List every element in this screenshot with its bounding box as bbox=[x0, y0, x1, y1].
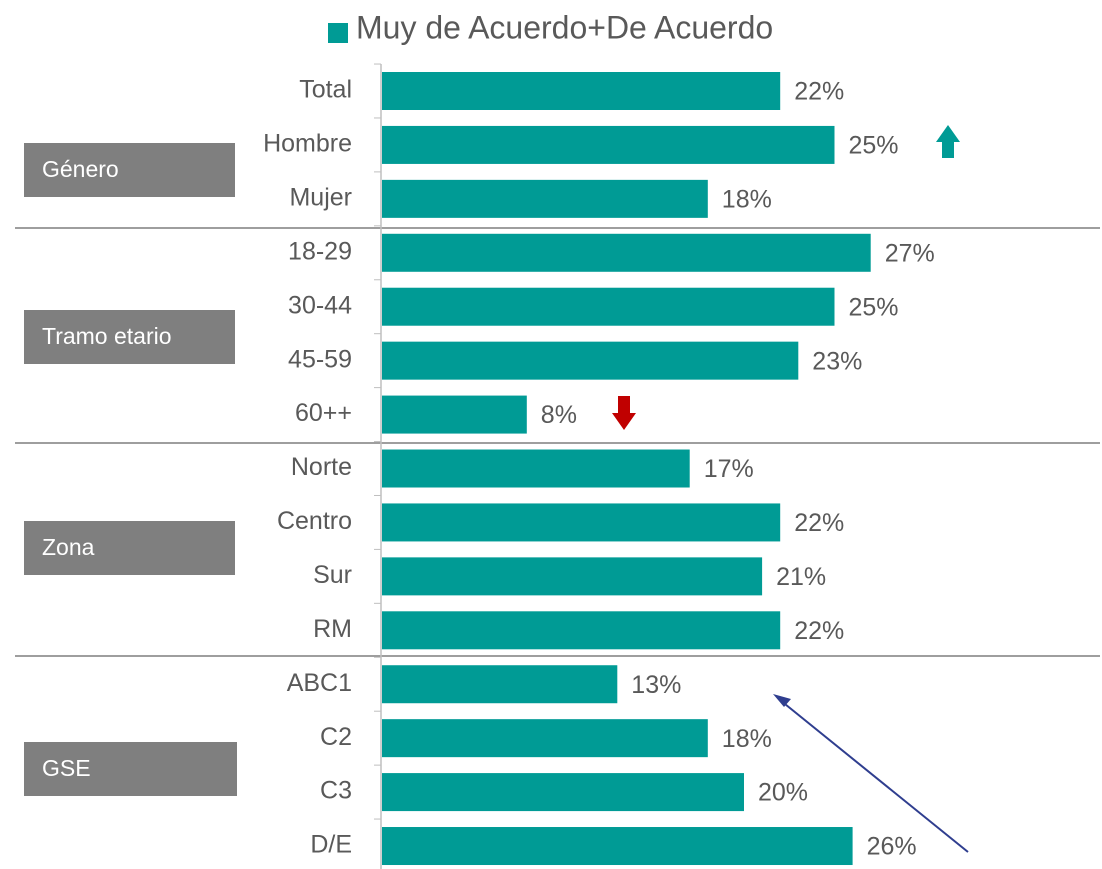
trend-arrowhead bbox=[773, 694, 791, 707]
value-label: 21% bbox=[776, 563, 826, 591]
bar bbox=[382, 341, 799, 380]
bar bbox=[382, 827, 853, 866]
value-label: 17% bbox=[704, 455, 754, 483]
bar bbox=[382, 665, 618, 704]
bar bbox=[382, 773, 744, 812]
value-label: 27% bbox=[885, 239, 935, 267]
category-label: C3 bbox=[320, 777, 352, 805]
bar bbox=[382, 125, 835, 164]
bar bbox=[382, 557, 763, 596]
category-label: Mujer bbox=[289, 183, 352, 211]
category-label: Norte bbox=[291, 453, 352, 481]
trend-arrow bbox=[779, 699, 969, 853]
bar bbox=[382, 287, 835, 326]
value-label: 13% bbox=[631, 671, 681, 699]
category-label: C2 bbox=[320, 723, 352, 751]
category-label: Sur bbox=[313, 561, 352, 589]
category-label: 60++ bbox=[295, 399, 352, 427]
bar bbox=[382, 449, 690, 488]
category-label: RM bbox=[313, 615, 352, 643]
value-label: 22% bbox=[794, 509, 844, 537]
group-label: Tramo etario bbox=[42, 323, 172, 349]
up-arrow bbox=[936, 125, 960, 158]
value-label: 22% bbox=[794, 78, 844, 106]
group-label: Género bbox=[42, 156, 119, 182]
category-label: Hombre bbox=[263, 130, 352, 158]
group-label: GSE bbox=[42, 755, 91, 781]
value-label: 20% bbox=[758, 779, 808, 807]
legend-swatch bbox=[328, 23, 348, 43]
group-box bbox=[24, 742, 237, 796]
group-box bbox=[24, 310, 235, 364]
value-label: 18% bbox=[722, 185, 772, 213]
category-label: 30-44 bbox=[288, 291, 352, 319]
marks: Total 22% Hombre 25% Mujer 18% 18-29 27% 30-44 25… bbox=[263, 63, 935, 866]
category-label: 18-29 bbox=[288, 237, 352, 265]
value-label: 25% bbox=[849, 132, 899, 160]
bar bbox=[382, 611, 781, 650]
category-label: D/E bbox=[310, 831, 352, 859]
category-label: Total bbox=[299, 76, 352, 104]
value-label: 8% bbox=[541, 401, 577, 429]
bar bbox=[382, 72, 781, 110]
value-label: 18% bbox=[722, 725, 772, 753]
group-box bbox=[24, 143, 235, 197]
value-label: 22% bbox=[794, 617, 844, 645]
bar bbox=[382, 503, 781, 542]
legend-label: Muy de Acuerdo+De Acuerdo bbox=[356, 9, 773, 45]
group-box bbox=[24, 521, 235, 575]
bar bbox=[382, 233, 871, 272]
group-label: Zona bbox=[42, 534, 95, 560]
value-label: 26% bbox=[867, 833, 917, 861]
down-arrow bbox=[612, 396, 636, 430]
category-label: ABC1 bbox=[287, 669, 352, 697]
bar bbox=[382, 395, 527, 434]
value-label: 23% bbox=[812, 347, 862, 375]
value-label: 25% bbox=[849, 293, 899, 321]
bar bbox=[382, 719, 708, 758]
category-label: Centro bbox=[277, 507, 352, 535]
category-label: 45-59 bbox=[288, 345, 352, 373]
bar bbox=[382, 179, 708, 218]
